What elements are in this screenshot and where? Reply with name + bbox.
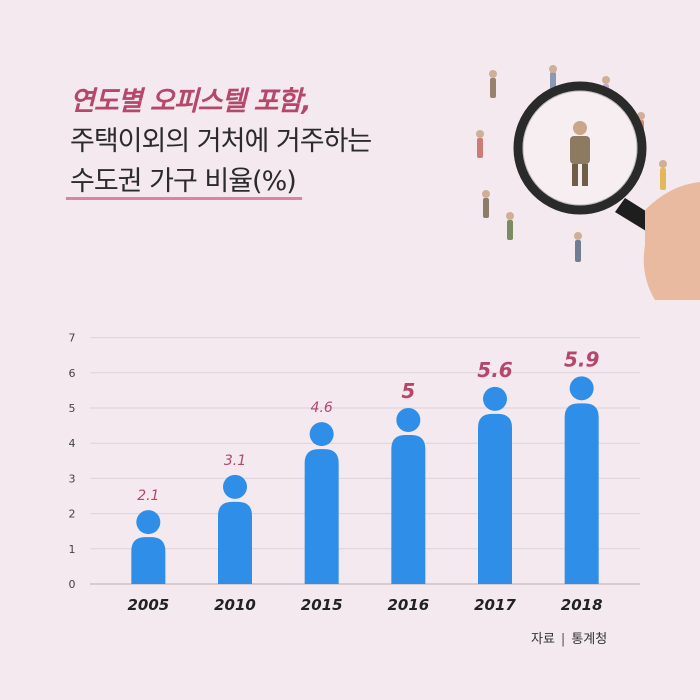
bar-body bbox=[304, 449, 339, 584]
x-tick-label: 2016 bbox=[387, 596, 429, 614]
value-label: 5 bbox=[401, 379, 415, 403]
value-label: 3.1 bbox=[224, 453, 246, 469]
source-note: 자료 | 통계청 bbox=[531, 628, 607, 647]
x-tick-label: 2017 bbox=[474, 596, 516, 614]
x-tick-label: 2005 bbox=[127, 596, 169, 614]
value-label: 5.6 bbox=[477, 358, 513, 382]
x-tick-label: 2010 bbox=[214, 596, 256, 614]
y-tick-label: 0 bbox=[69, 578, 76, 591]
y-tick-label: 6 bbox=[69, 367, 76, 380]
y-tick-label: 3 bbox=[69, 472, 76, 485]
bar-body bbox=[391, 435, 426, 584]
bar bbox=[478, 386, 512, 584]
y-tick-label: 5 bbox=[69, 402, 76, 415]
y-axis-ticks: 0 1 2 3 4 5 6 7 bbox=[69, 332, 76, 591]
source-label: 자료 bbox=[531, 632, 555, 647]
bar bbox=[131, 510, 166, 584]
x-tick-label: 2018 bbox=[561, 596, 603, 614]
title-line-3: 수도권 가구 비율(%) bbox=[66, 162, 302, 202]
magnifier-photo bbox=[476, 65, 700, 300]
y-tick-label: 2 bbox=[69, 508, 76, 521]
bar-body bbox=[564, 403, 599, 584]
x-axis-ticks: 2005 2010 2015 2016 2017 2018 bbox=[127, 596, 602, 614]
bar-head bbox=[483, 386, 507, 411]
bar-head bbox=[569, 376, 594, 401]
magnified-figurine bbox=[570, 121, 590, 186]
bar-head bbox=[396, 408, 421, 432]
y-tick-label: 1 bbox=[69, 543, 76, 556]
bar-body bbox=[478, 413, 512, 584]
value-label: 2.1 bbox=[137, 488, 159, 504]
bar-head bbox=[223, 474, 247, 499]
hand bbox=[643, 182, 700, 300]
bar bbox=[218, 474, 252, 584]
y-tick-label: 7 bbox=[69, 332, 76, 345]
bar bbox=[391, 408, 426, 584]
x-tick-label: 2015 bbox=[301, 596, 343, 614]
bar-body bbox=[218, 501, 252, 584]
bar-body bbox=[131, 537, 166, 584]
chart-grid bbox=[90, 337, 640, 585]
source-value: 통계청 bbox=[571, 632, 608, 647]
title-line-1: 연도별 오피스텔 포함, bbox=[70, 86, 312, 117]
value-labels: 2.1 3.1 4.6 5 5.6 5.9 bbox=[137, 347, 599, 504]
bar bbox=[304, 422, 339, 584]
bars bbox=[131, 376, 599, 584]
chart-title: 연도별 오피스텔 포함, 주택이외의 거처에 거주하는 수도권 가구 비율(%) bbox=[66, 82, 372, 202]
source-separator: | bbox=[560, 632, 566, 647]
bar-head bbox=[136, 510, 161, 535]
title-line-2: 주택이외의 거처에 거주하는 bbox=[70, 126, 372, 157]
bar bbox=[564, 376, 599, 584]
value-label: 4.6 bbox=[311, 400, 333, 416]
y-tick-label: 4 bbox=[69, 437, 76, 450]
value-label: 5.9 bbox=[564, 347, 600, 371]
bar-head bbox=[309, 422, 334, 447]
